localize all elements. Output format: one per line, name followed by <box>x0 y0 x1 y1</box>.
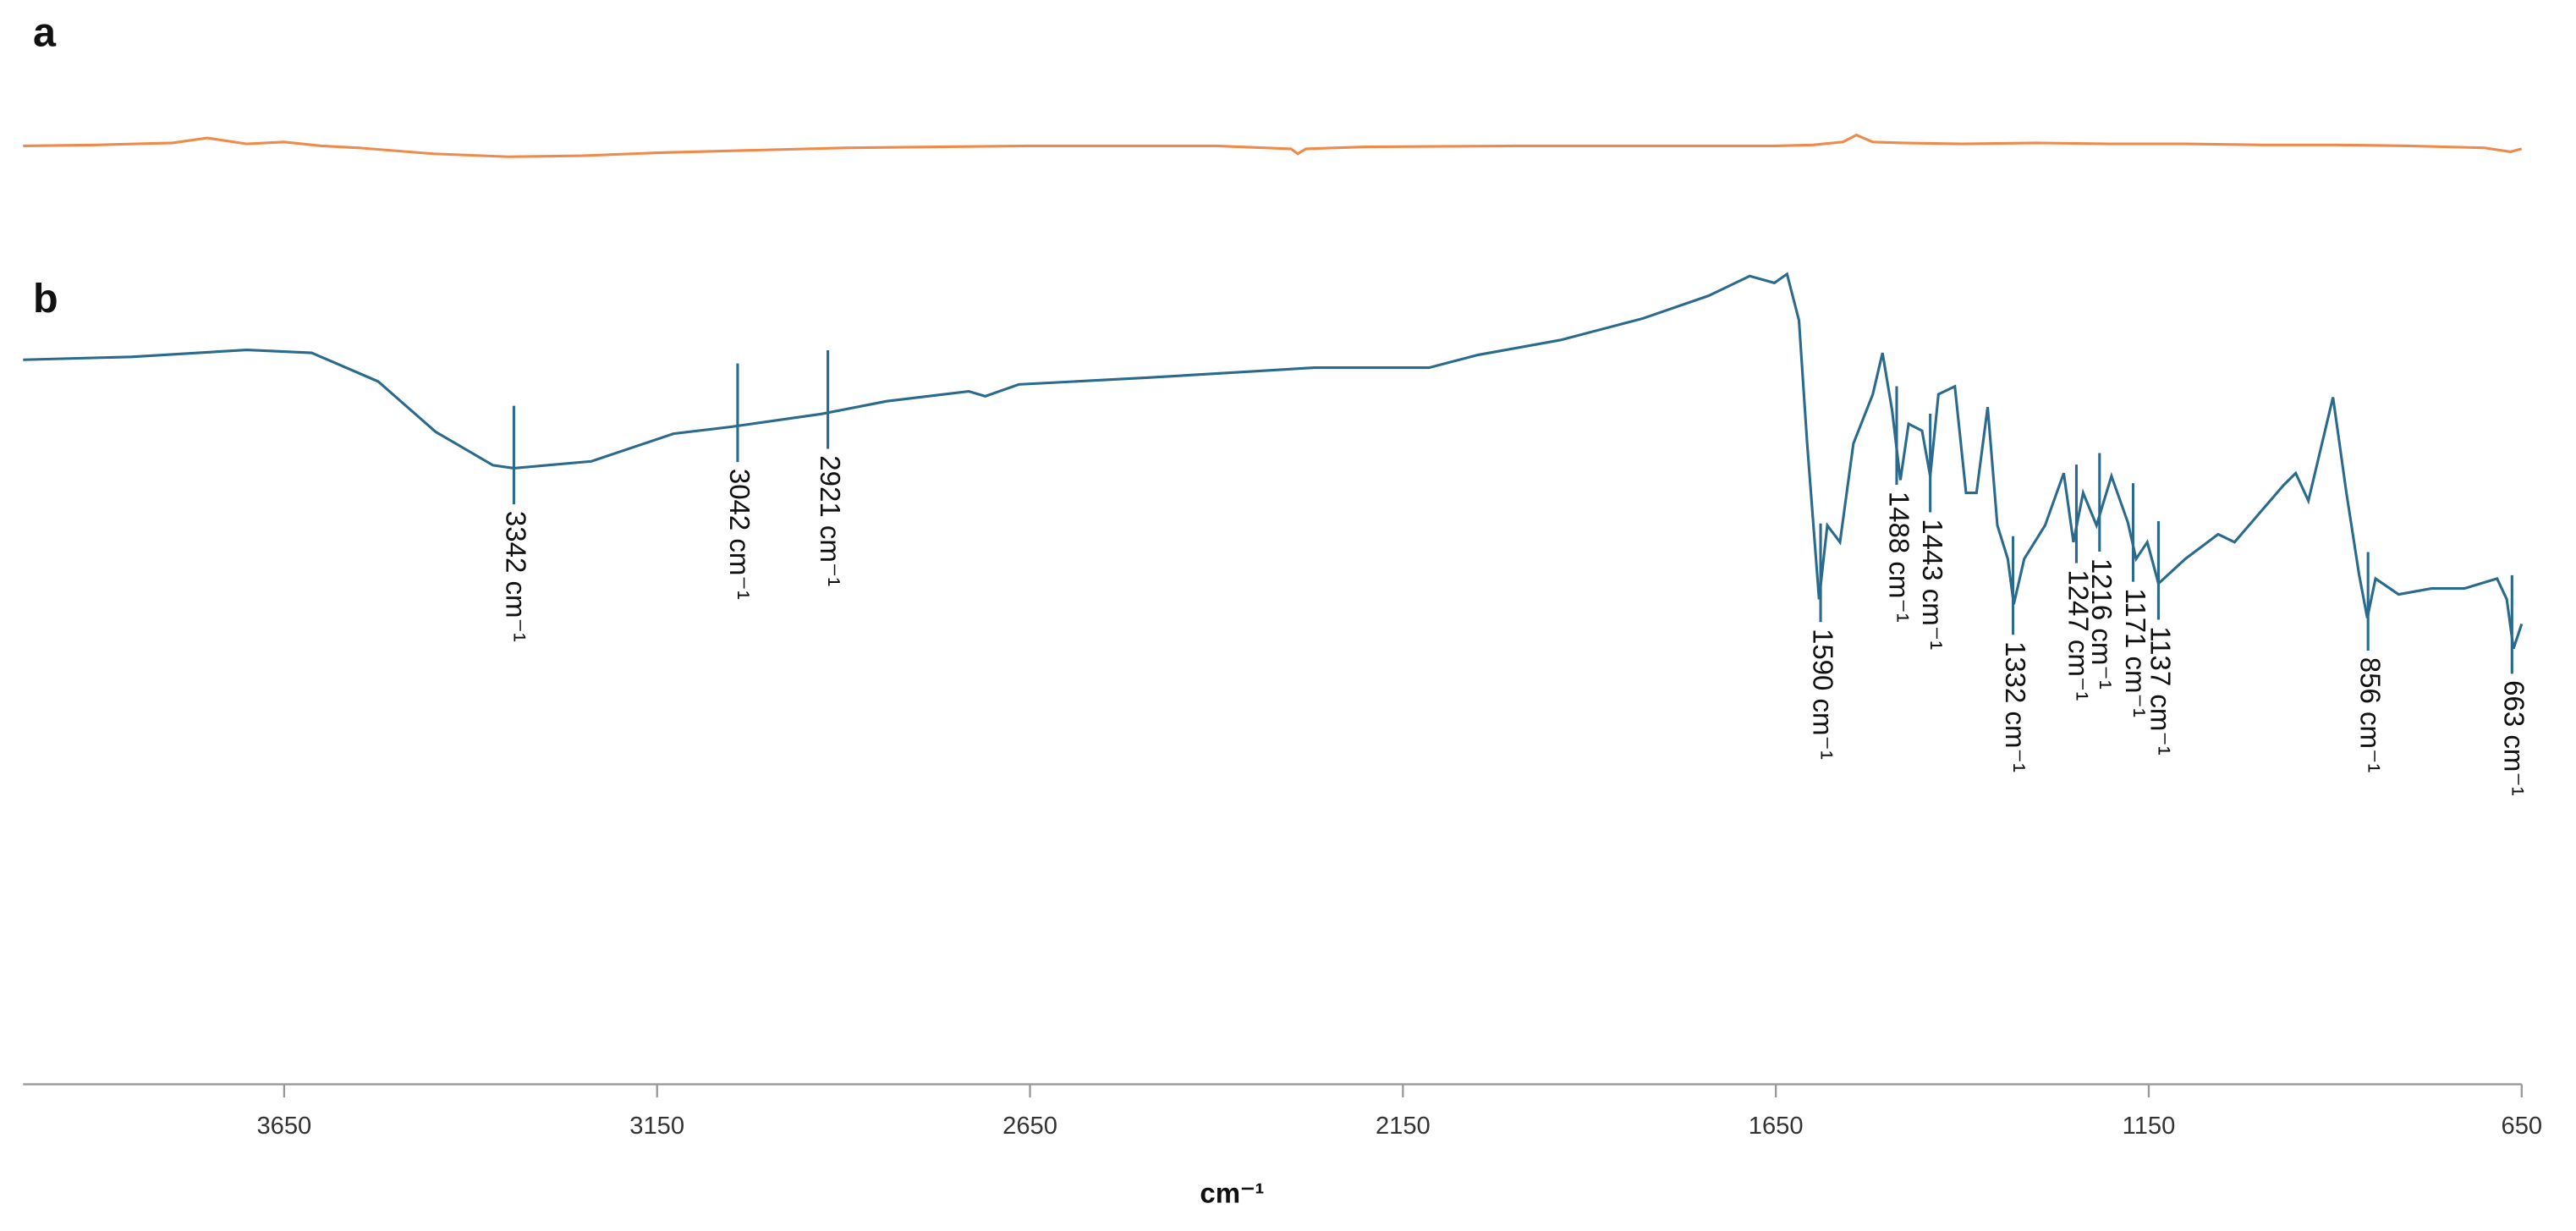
peak-label: 856 cm⁻¹ <box>2354 657 2386 773</box>
peak-label: 1332 cm⁻¹ <box>2000 641 2031 772</box>
x-tick-label: 1650 <box>1749 1113 1804 1140</box>
peak-label: 3042 cm⁻¹ <box>724 469 755 600</box>
panel-label: b <box>33 276 58 321</box>
peak-label: 1590 cm⁻¹ <box>1807 629 1838 760</box>
spectrum-line <box>23 133 2523 158</box>
panel-label: a <box>33 9 57 55</box>
peak-label: 663 cm⁻¹ <box>2499 680 2530 796</box>
peak-label: 1247 cm⁻¹ <box>2063 569 2095 701</box>
peak-label: 1171 cm⁻¹ <box>2120 588 2151 717</box>
peak-label: 2921 cm⁻¹ <box>815 455 846 586</box>
x-tick-label: 3150 <box>629 1113 684 1140</box>
x-tick-label: 650 <box>2502 1113 2543 1140</box>
peak-label: 1216 cm⁻¹ <box>2086 558 2117 690</box>
x-tick-label: 2150 <box>1376 1113 1431 1140</box>
x-tick-label: 1150 <box>2123 1113 2176 1140</box>
peak-label: 1443 cm⁻¹ <box>1917 519 1948 650</box>
peak-label: 1488 cm⁻¹ <box>1883 492 1914 623</box>
x-tick-label: 3650 <box>256 1113 311 1140</box>
x-tick-label: 2650 <box>1002 1113 1057 1140</box>
spectrum-line <box>23 272 2524 650</box>
peak-label: 1137 cm⁻¹ <box>2145 626 2177 756</box>
x-axis-label: cm⁻¹ <box>1200 1177 1264 1208</box>
peak-label: 3342 cm⁻¹ <box>501 511 532 642</box>
